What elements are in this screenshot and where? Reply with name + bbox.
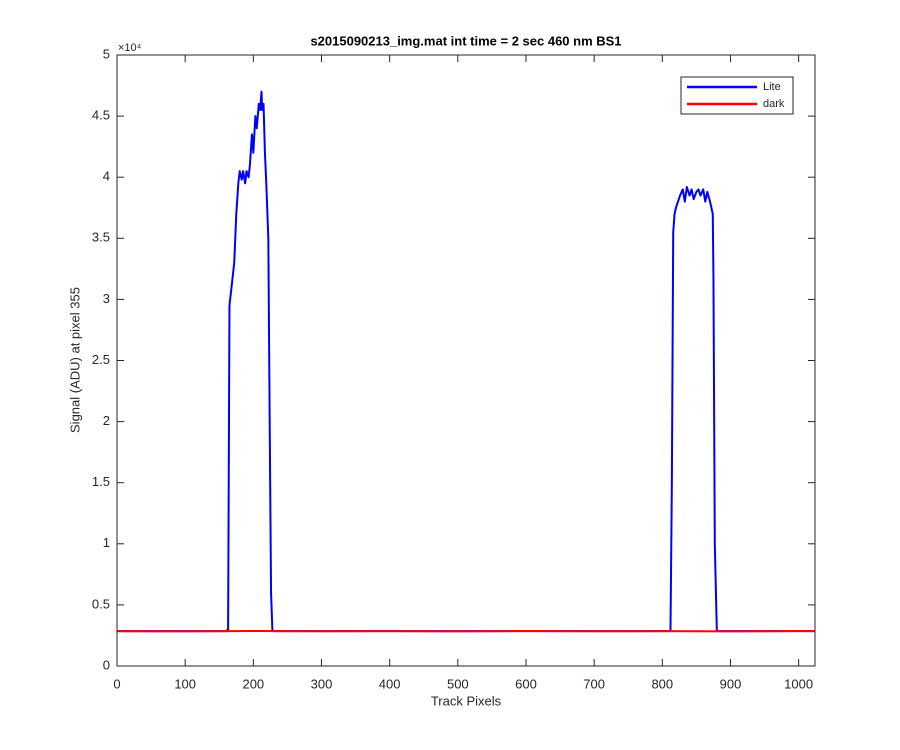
x-axis-label: Track Pixels	[431, 693, 502, 708]
y-tick-label: 1.5	[92, 474, 110, 489]
x-tick-label: 600	[515, 676, 537, 691]
y-tick-label: 2.5	[92, 352, 110, 367]
chart-title: s2015090213_img.mat int time = 2 sec 460…	[310, 33, 621, 48]
plot-area	[117, 55, 815, 666]
axes-box	[116, 54, 816, 667]
legend-label: dark	[763, 98, 785, 110]
x-tick-label: 100	[174, 676, 196, 691]
y-tick-label: 4.5	[92, 108, 110, 123]
x-tick-label: 1000	[784, 676, 813, 691]
y-tick-label: 2	[103, 413, 110, 428]
legend-label: Lite	[763, 81, 781, 93]
x-tick-label: 200	[242, 676, 264, 691]
x-tick-label: 700	[583, 676, 605, 691]
y-tick-label: 5	[103, 46, 110, 61]
x-tick-label: 300	[311, 676, 333, 691]
x-tick-label: 400	[379, 676, 401, 691]
y-tick-label: 1	[103, 535, 110, 550]
y-tick-label: 4	[103, 169, 110, 184]
x-tick-label: 900	[720, 676, 742, 691]
x-tick-label: 800	[651, 676, 673, 691]
y-exponent: ×10⁴	[118, 42, 142, 54]
x-tick-label: 0	[113, 676, 120, 691]
y-axis-label: Signal (ADU) at pixel 355	[67, 287, 82, 433]
y-tick-label: 0	[103, 657, 110, 672]
x-tick-label: 500	[447, 676, 469, 691]
y-tick-label: 3	[103, 291, 110, 306]
y-tick-label: 3.5	[92, 230, 110, 245]
legend-box	[680, 76, 794, 115]
y-tick-label: 0.5	[92, 596, 110, 611]
